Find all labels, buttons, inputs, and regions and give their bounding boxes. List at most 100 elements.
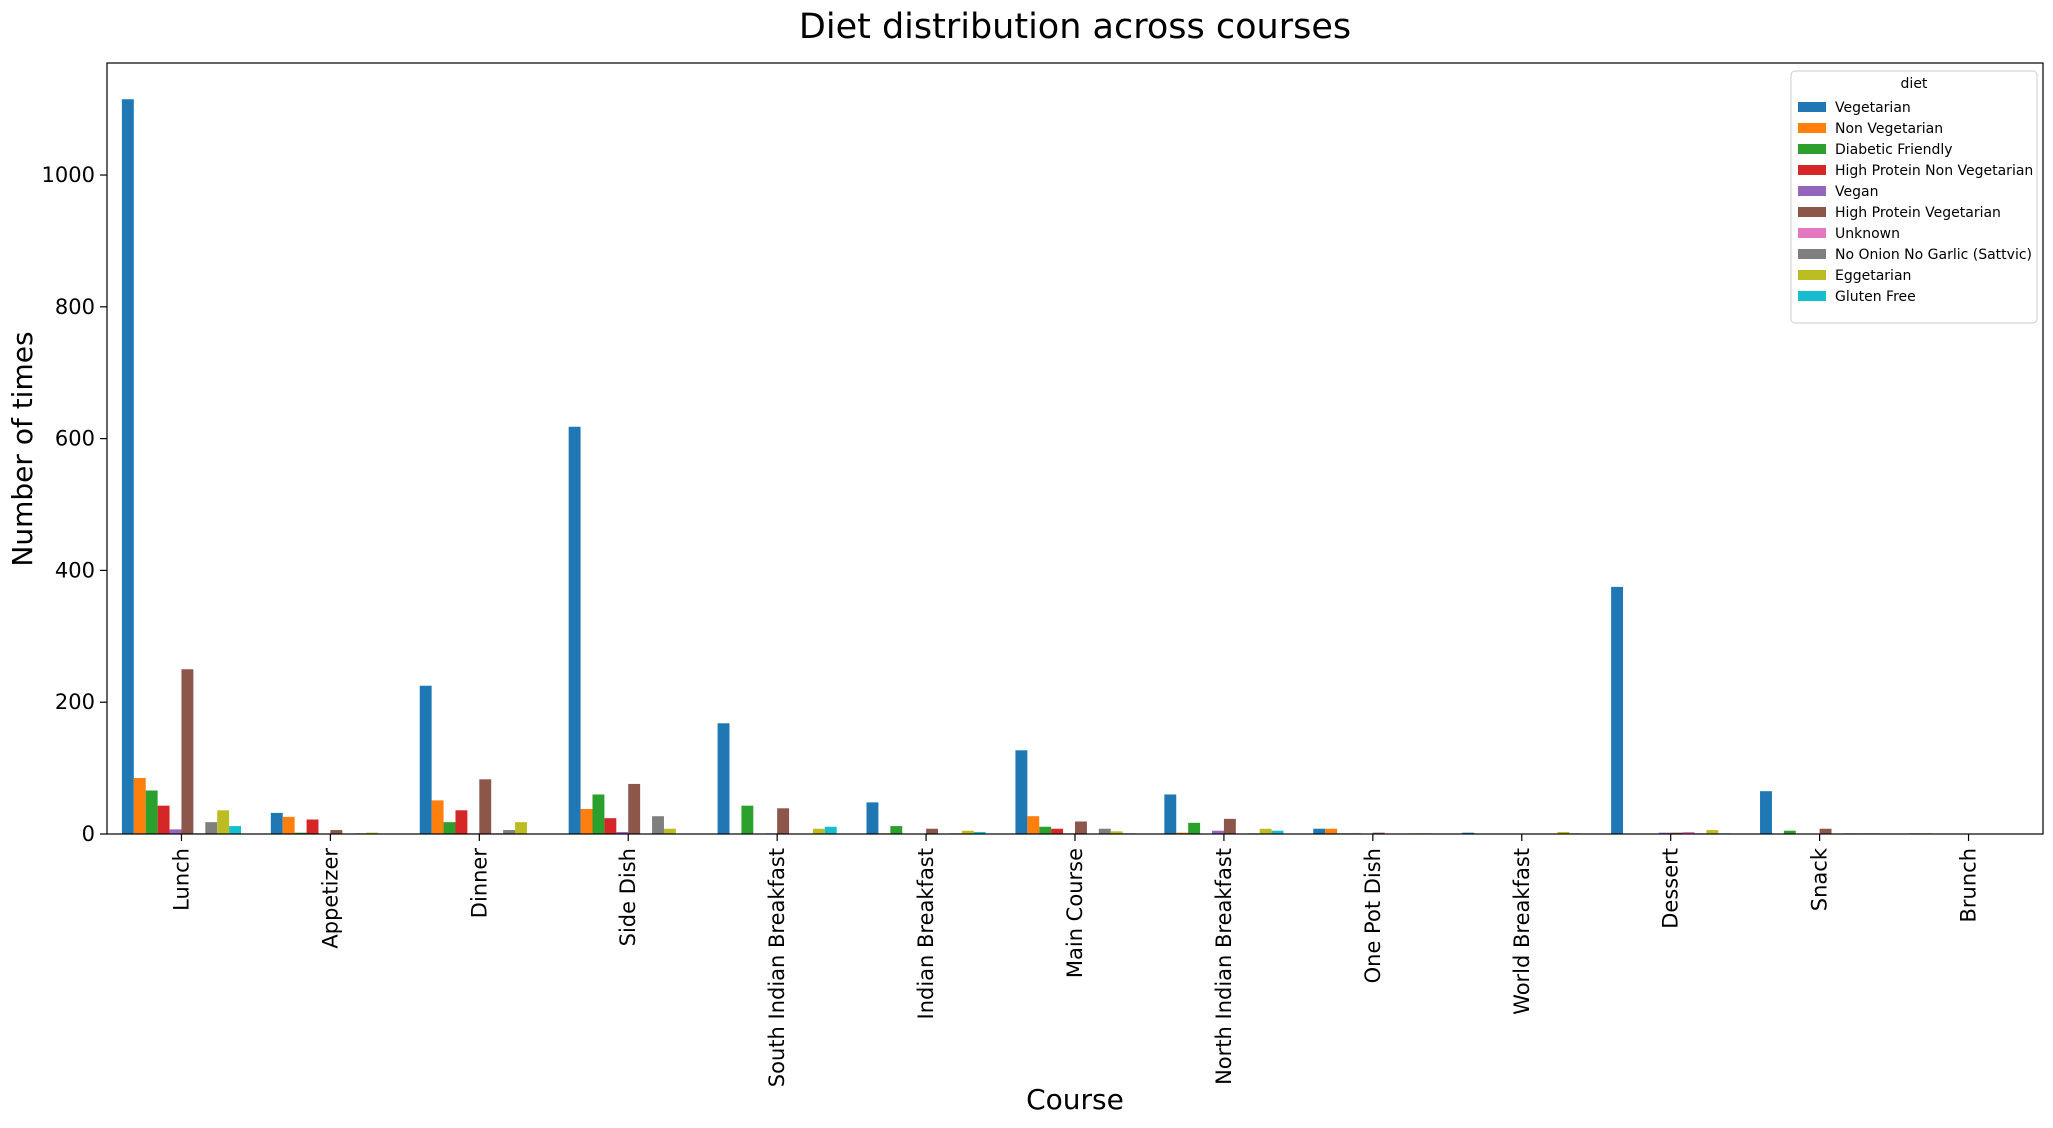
- x-tick-label-11: Snack: [1808, 847, 1832, 911]
- legend-entry-4: Vegan: [1835, 184, 1878, 200]
- legend-entry-3: High Protein Non Vegetarian: [1835, 163, 2033, 179]
- bar-0-1: [133, 777, 146, 834]
- plot-frame: [106, 62, 2044, 835]
- y-tick-label-0: 0: [82, 822, 95, 846]
- bar-0-3: [157, 805, 170, 834]
- legend-swatch-7: [1798, 249, 1826, 259]
- x-axis-label: Course: [1026, 1083, 1124, 1116]
- bar-5-9: [973, 832, 986, 834]
- legend-entry-2: Diabetic Friendly: [1835, 142, 1953, 158]
- bar-0-5: [181, 669, 194, 834]
- x-tick-label-3: Side Dish: [616, 848, 640, 946]
- bar-0-4: [169, 829, 182, 834]
- y-tick-label-2: 400: [55, 558, 95, 582]
- bar-3-3: [604, 818, 617, 834]
- bar-2-0: [419, 685, 432, 834]
- legend-swatch-3: [1798, 165, 1826, 175]
- axes-layer: 0 200 400 600 800 1000 Lunch Appetizer Dinner Sid…: [42, 62, 2044, 1087]
- bar-4-8: [812, 828, 825, 834]
- bar-8-0: [1313, 828, 1326, 834]
- y-tick-label-1: 200: [55, 690, 95, 714]
- bar-7-9: [1271, 830, 1284, 834]
- legend: diet Vegetarian Non Vegetarian Diabetic Fri…: [1790, 70, 2038, 324]
- bar-2-1: [431, 800, 444, 834]
- bar-7-0: [1164, 794, 1177, 834]
- legend-swatch-2: [1798, 144, 1826, 154]
- bar-10-8: [1706, 830, 1719, 834]
- bar-0-8: [217, 810, 230, 834]
- bar-10-5: [1670, 832, 1683, 834]
- bar-0-9: [229, 826, 242, 834]
- bar-0-0: [121, 99, 134, 835]
- bars-layer: [121, 99, 1933, 835]
- legend-swatch-9: [1798, 291, 1826, 301]
- legend-title: diet: [1901, 76, 1928, 92]
- x-tick-label-2: Dinner: [467, 848, 491, 919]
- x-tick-label-4: South Indian Breakfast: [765, 848, 789, 1087]
- bar-10-6: [1682, 832, 1695, 834]
- bar-3-7: [652, 816, 664, 834]
- x-tick-label-8: One Pot Dish: [1361, 848, 1385, 983]
- bar-1-5: [330, 830, 343, 834]
- bar-0-7: [205, 822, 218, 834]
- bar-6-3: [1051, 828, 1064, 834]
- bar-7-1: [1176, 832, 1189, 834]
- bar-8-5: [1372, 832, 1385, 834]
- legend-entry-0: Vegetarian: [1835, 100, 1911, 116]
- bar-3-4: [616, 832, 629, 834]
- legend-swatch-8: [1798, 270, 1826, 280]
- x-tick-label-6: Main Course: [1063, 848, 1087, 978]
- x-tick-label-12: Brunch: [1957, 848, 1981, 923]
- x-tick-label-7: North Indian Breakfast: [1212, 848, 1236, 1085]
- bar-2-8: [515, 822, 527, 834]
- bar-2-3: [455, 810, 468, 834]
- bar-5-5: [926, 828, 938, 834]
- bar-5-2: [890, 826, 903, 834]
- bar-3-2: [592, 794, 605, 834]
- bar-3-1: [580, 808, 593, 834]
- bar-6-1: [1027, 816, 1040, 834]
- bar-4-5: [777, 808, 790, 834]
- bar-1-1: [282, 816, 295, 834]
- x-tick-label-5: Indian Breakfast: [914, 848, 938, 1020]
- bar-2-5: [479, 779, 492, 834]
- legend-box: [1790, 70, 2038, 324]
- bar-4-2: [741, 805, 754, 834]
- x-tick-label-1: Appetizer: [318, 848, 342, 949]
- bar-6-2: [1039, 826, 1052, 834]
- y-tick-label-4: 800: [55, 295, 95, 319]
- bar-3-8: [663, 828, 676, 834]
- legend-entry-6: Unknown: [1835, 226, 1900, 242]
- bar-11-2: [1783, 830, 1796, 834]
- bar-1-0: [270, 812, 283, 834]
- legend-swatch-4: [1798, 186, 1826, 196]
- bar-3-0: [568, 426, 581, 834]
- legend-entry-1: Non Vegetarian: [1835, 121, 1943, 137]
- bar-10-0: [1611, 586, 1624, 834]
- bar-1-8: [366, 832, 379, 834]
- legend-swatch-1: [1798, 123, 1826, 133]
- legend-entry-7: No Onion No Garlic (Sattvic): [1835, 247, 2032, 263]
- bar-7-2: [1188, 822, 1201, 834]
- bar-4-9: [824, 826, 837, 834]
- bar-7-5: [1223, 818, 1236, 834]
- bar-2-7: [503, 830, 516, 834]
- bar-1-2: [294, 832, 307, 834]
- bar-6-7: [1098, 828, 1111, 834]
- y-tick-label-3: 600: [55, 427, 95, 451]
- legend-swatch-5: [1798, 207, 1826, 217]
- bar-8-1: [1325, 828, 1338, 834]
- bar-6-0: [1015, 750, 1028, 834]
- bar-9-8: [1557, 832, 1570, 834]
- bar-5-0: [866, 802, 879, 834]
- x-tick-label-0: Lunch: [170, 848, 194, 911]
- bar-7-8: [1259, 828, 1272, 834]
- x-tick-label-10: Dessert: [1659, 848, 1683, 929]
- legend-swatch-6: [1798, 228, 1826, 238]
- bar-3-5: [628, 783, 641, 834]
- bar-7-4: [1212, 830, 1224, 834]
- bar-4-0: [717, 723, 730, 834]
- legend-entry-9: Gluten Free: [1835, 289, 1916, 305]
